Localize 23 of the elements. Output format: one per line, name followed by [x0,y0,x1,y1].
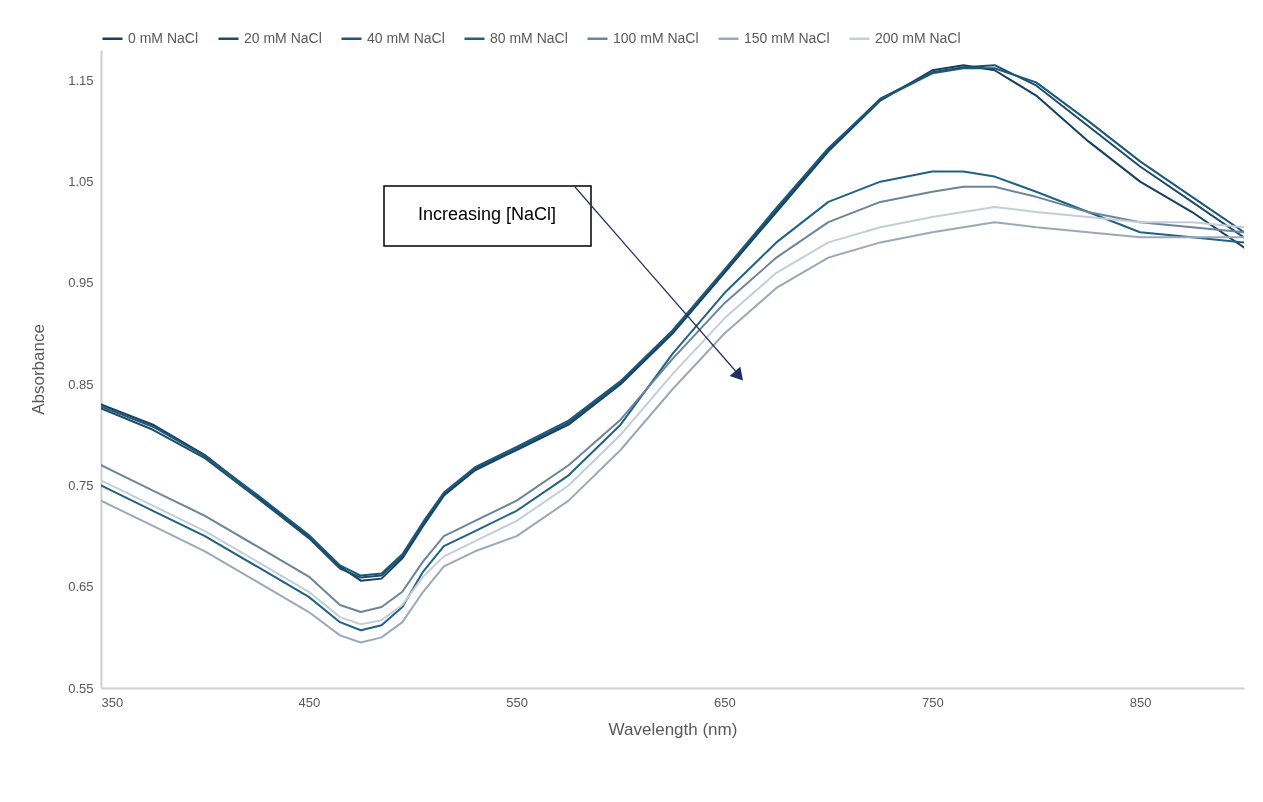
legend-label: 100 mM NaCl [613,29,699,46]
x-tick-label: 450 [298,694,321,710]
y-tick-label: 1.05 [68,174,94,190]
x-tick-label: 650 [714,694,736,710]
y-tick-label: 0.55 [68,680,94,696]
x-tick-label: 350 [101,694,124,710]
y-tick-label: 0.85 [68,376,94,392]
y-tick-label: 0.95 [68,275,94,291]
legend-label: 20 mM NaCl [244,29,322,46]
x-tick-label: 550 [506,694,528,710]
legend-label: 200 mM NaCl [875,29,961,46]
legend-label: 80 mM NaCl [490,29,568,46]
y-tick-label: 1.15 [68,72,94,88]
annotation: Increasing [NaCl] [417,204,557,224]
legend-label: 0 mM NaCl [128,29,199,46]
y-axis-title: Absorbance [29,324,49,415]
legend-label: 150 mM NaCl [744,29,830,46]
x-tick-label: 850 [1129,694,1152,710]
legend-label: 40 mM NaCl [367,29,445,46]
y-tick-label: 0.65 [68,579,94,595]
x-tick-label: 750 [921,694,944,710]
x-axis-title: Wavelength (nm) [608,719,738,739]
y-tick-label: 0.75 [68,477,94,493]
